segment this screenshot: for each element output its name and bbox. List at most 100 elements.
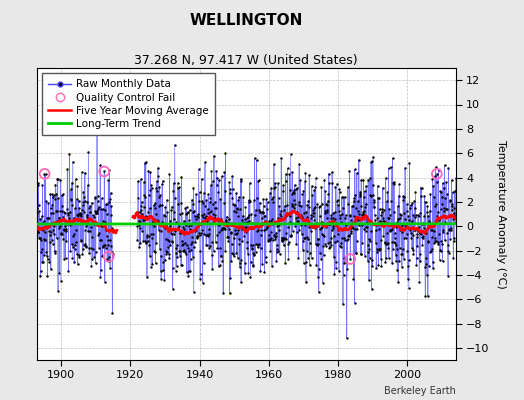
- Point: [105, 167, 114, 174]
- Point: [395, 192, 403, 199]
- Point: [450, 238, 458, 244]
- Point: [167, 207, 176, 214]
- Point: [267, 235, 275, 242]
- Point: [134, 178, 142, 184]
- Point: [157, 228, 166, 234]
- Point: [356, 191, 364, 197]
- Point: [430, 240, 438, 246]
- Point: [379, 218, 387, 224]
- Point: [302, 234, 311, 240]
- Point: [140, 160, 149, 166]
- Point: [50, 231, 58, 237]
- Point: [200, 190, 208, 196]
- Point: [100, 223, 108, 229]
- Point: [137, 206, 146, 213]
- Point: [82, 244, 90, 251]
- Point: [150, 223, 158, 229]
- Point: [272, 248, 281, 255]
- Point: [261, 217, 269, 224]
- Point: [284, 256, 292, 262]
- Point: [416, 258, 424, 264]
- Point: [228, 186, 237, 192]
- Point: [226, 275, 235, 282]
- Point: [378, 215, 387, 221]
- Point: [348, 203, 356, 210]
- Point: [209, 178, 217, 184]
- Point: [178, 262, 186, 269]
- Point: [443, 242, 452, 249]
- Point: [224, 238, 233, 244]
- Point: [297, 214, 305, 220]
- Point: [172, 219, 180, 226]
- Point: [139, 238, 147, 244]
- Point: [346, 230, 355, 236]
- Point: [75, 211, 84, 217]
- Point: [429, 182, 438, 189]
- Point: [242, 219, 250, 226]
- Point: [444, 165, 453, 171]
- Point: [190, 289, 198, 296]
- Point: [173, 242, 181, 248]
- Point: [200, 211, 209, 217]
- Point: [383, 241, 391, 248]
- Point: [43, 214, 51, 221]
- Point: [232, 209, 240, 216]
- Point: [206, 198, 214, 205]
- Point: [395, 181, 403, 187]
- Point: [286, 233, 294, 239]
- Point: [305, 224, 313, 230]
- Point: [330, 233, 338, 239]
- Point: [189, 201, 197, 207]
- Point: [446, 224, 455, 231]
- Point: [425, 207, 434, 214]
- Point: [278, 237, 287, 244]
- Point: [217, 252, 225, 259]
- Point: [286, 213, 294, 219]
- Point: [279, 182, 288, 188]
- Point: [104, 177, 113, 183]
- Point: [94, 232, 103, 238]
- Point: [221, 248, 230, 254]
- Point: [187, 222, 195, 229]
- Point: [56, 223, 64, 229]
- Point: [177, 262, 185, 268]
- Point: [308, 192, 316, 198]
- Point: [147, 264, 155, 270]
- Point: [60, 208, 69, 215]
- Point: [377, 212, 385, 218]
- Point: [233, 213, 242, 219]
- Point: [155, 203, 163, 209]
- Point: [312, 175, 320, 181]
- Point: [274, 215, 282, 222]
- Point: [391, 240, 399, 246]
- Point: [212, 239, 220, 246]
- Point: [66, 222, 74, 228]
- Point: [255, 177, 263, 183]
- Point: [226, 190, 234, 196]
- Point: [199, 260, 208, 266]
- Point: [218, 258, 226, 265]
- Point: [238, 238, 246, 244]
- Point: [370, 212, 379, 218]
- Point: [296, 177, 304, 183]
- Point: [323, 202, 331, 208]
- Point: [332, 220, 341, 226]
- Point: [253, 228, 261, 234]
- Point: [327, 212, 335, 218]
- Point: [318, 224, 326, 230]
- Point: [304, 255, 312, 261]
- Point: [264, 199, 272, 206]
- Point: [315, 213, 324, 219]
- Point: [235, 260, 244, 266]
- Point: [38, 259, 46, 266]
- Point: [363, 224, 371, 230]
- Point: [39, 259, 48, 266]
- Point: [297, 222, 305, 228]
- Point: [235, 241, 244, 248]
- Point: [35, 208, 43, 214]
- Point: [253, 157, 261, 163]
- Point: [353, 226, 362, 233]
- Point: [272, 230, 280, 236]
- Point: [364, 258, 372, 264]
- Point: [196, 230, 205, 237]
